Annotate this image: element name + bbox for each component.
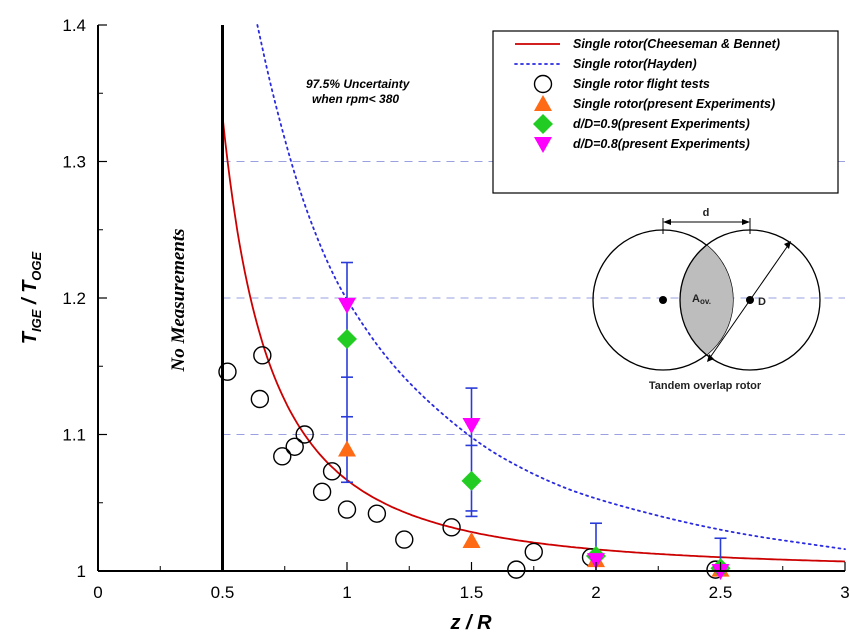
series-5-marker [587, 553, 605, 570]
y-axis-title: TIGE / TOGE [19, 251, 44, 344]
series-2-marker [367, 504, 387, 523]
inset-caption: Tandem overlap rotor [649, 380, 762, 392]
inset-area-label: Aov. [692, 293, 711, 306]
tandem-rotor-inset: d Aov. D Tandem overlap rotor [592, 207, 821, 392]
series-3-marker [338, 440, 356, 457]
no-measurements-label: No Measurements [168, 228, 189, 372]
series-2-marker [322, 462, 342, 481]
series-2-marker [218, 362, 237, 381]
y-tick-label: 1.4 [62, 16, 86, 35]
y-tick-label: 1.1 [62, 426, 86, 445]
y-axis-title-sep: / T [19, 279, 41, 310]
series-curves [221, 24, 846, 563]
x-tick-label: 1 [342, 583, 351, 602]
legend-box [492, 30, 839, 194]
axis-tick-labels: 0 0.5 1 1.5 2 2.5 3 1 1.1 1.2 1.3 1.4 [62, 16, 849, 602]
x-tick-label: 0.5 [211, 583, 235, 602]
series-2-marker [253, 346, 272, 365]
x-tick-label: 0 [93, 583, 102, 602]
inset-D-label: D [758, 296, 766, 308]
x-tick-label: 2.5 [709, 583, 733, 602]
x-tick-label: 3 [840, 583, 849, 602]
inset-diameter-arrow [708, 243, 790, 360]
inset-d-arrowhead-right [742, 219, 750, 225]
inset-overlap-area [680, 230, 733, 370]
legend-swatch-marker [534, 137, 552, 153]
y-tick-label: 1.2 [62, 289, 86, 308]
uncertainty-note-line1: 97.5% Uncertainty [306, 77, 411, 91]
inset-d-arrowhead-left [663, 219, 671, 225]
legend-label: d/D=0.8(present Experiments) [573, 137, 750, 151]
series-2-marker [442, 518, 461, 537]
x-axis-title: z / R [449, 612, 492, 634]
legend-swatch-marker [534, 95, 552, 111]
series-3-marker [462, 531, 481, 548]
series-5-marker [338, 297, 356, 314]
legend-label: d/D=0.9(present Experiments) [573, 117, 750, 131]
series-2-marker [285, 437, 304, 456]
series-2-marker [524, 542, 543, 562]
series-2-marker [395, 530, 414, 549]
inset-d-label: d [703, 207, 710, 219]
series-markers [218, 297, 731, 580]
series-2-marker [250, 389, 270, 409]
y-axis-title-sub2: OGE [29, 251, 44, 280]
inset-rotor-left-hub [659, 296, 667, 304]
y-tick-label: 1 [77, 562, 86, 581]
legend-label: Single rotor(Hayden) [573, 57, 697, 71]
y-axis-title-sub1: IGE [29, 309, 44, 332]
legend-swatch-marker [533, 74, 553, 94]
inset-area-label-sub: ov. [700, 297, 711, 306]
legend-label: Single rotor flight tests [573, 77, 710, 91]
x-tick-label: 2 [591, 583, 600, 602]
inset-diameter-arrowhead-top [784, 241, 791, 249]
series-hayden-line [256, 24, 846, 551]
inset-diameter-arrowhead-bottom [707, 354, 714, 362]
series-cheeseman-bennet-line [221, 115, 846, 563]
legend-label: Single rotor(present Experiments) [573, 97, 775, 111]
series-4-marker [461, 470, 482, 491]
legend-swatch-marker [533, 114, 553, 134]
series-2-marker [312, 482, 332, 502]
y-tick-label: 1.3 [62, 153, 86, 172]
series-5-marker [462, 417, 481, 434]
series-2-marker [295, 425, 314, 444]
inset-area-label-main: A [692, 293, 700, 305]
legend-label: Single rotor(Cheeseman & Bennet) [573, 37, 780, 51]
series-2-marker [507, 560, 526, 579]
error-bars [341, 261, 727, 572]
legend: Single rotor(Cheeseman & Bennet) Single r… [492, 30, 839, 194]
series-2-marker [337, 500, 357, 519]
series-2-marker [273, 447, 292, 466]
axis-ticks [97, 24, 846, 572]
x-tick-label: 1.5 [460, 583, 484, 602]
y-axis-title-main: T [19, 330, 41, 344]
series-4-marker [337, 328, 357, 349]
uncertainty-note-line2: when rpm< 380 [312, 92, 399, 106]
